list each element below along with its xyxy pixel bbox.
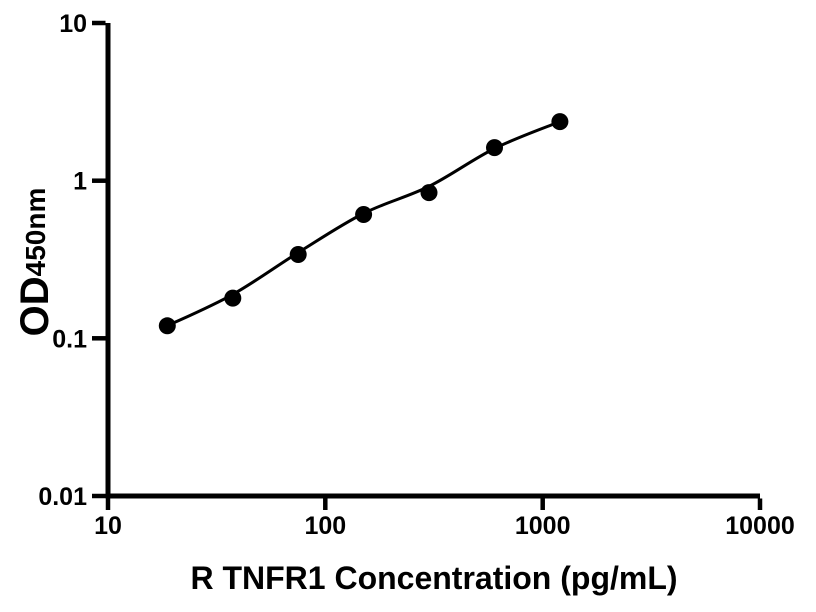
data-point-marker	[289, 246, 307, 263]
data-point-marker	[158, 317, 176, 335]
y-axis-title-sub: 450nm	[20, 188, 51, 277]
y-axis-tick-label: 1	[73, 168, 87, 196]
x-axis-tick-label: 1000	[515, 512, 571, 540]
plot-layer: 10 100 1000 10000 0.01 0.1 1 10	[38, 10, 794, 540]
y-axis-title-main: OD	[13, 276, 57, 336]
y-axis-tick-label: 0.01	[38, 483, 87, 511]
y-axis-tick-label: 0.1	[52, 325, 87, 353]
x-axis-tick-label: 10	[94, 512, 122, 540]
x-axis-title: R TNFR1 Concentration (pg/mL)	[190, 560, 677, 596]
x-axis-tick-label: 10000	[725, 512, 795, 540]
data-point-marker	[551, 113, 569, 131]
data-point-marker	[486, 139, 503, 157]
data-point-marker	[355, 206, 373, 223]
y-axis-title: OD450nm	[13, 188, 57, 337]
data-point-marker	[224, 289, 242, 307]
x-axis-tick-label: 100	[304, 512, 346, 540]
data-point-marker	[420, 184, 438, 202]
y-axis-tick-label: 10	[59, 10, 87, 38]
